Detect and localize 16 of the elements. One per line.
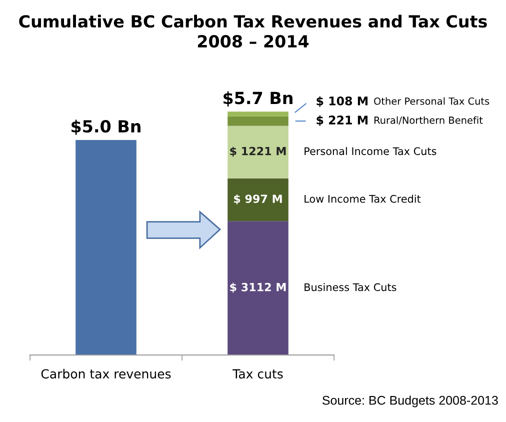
series-label: Personal Income Tax Cuts	[304, 147, 436, 156]
text: Rural/Northern Benefit	[374, 116, 483, 125]
data-label: $ 108 M	[316, 96, 368, 107]
chart-title: Cumulative BC Carbon Tax Revenues and Tax Cuts 2008 – 2014	[19, 14, 487, 48]
data-label: $ 221 M	[316, 115, 368, 126]
x-tick-label: Carbon tax revenues	[41, 368, 171, 379]
annotation: $5.0 Bn	[72, 120, 140, 135]
data-label: $ 3112 M	[230, 282, 286, 293]
data-label: $ 1221 M	[230, 146, 286, 157]
series-label: Business Tax Cuts	[304, 283, 396, 292]
source-note: Source: BC Budgets 2008-2013	[322, 396, 498, 408]
text: Other Personal Tax Cuts	[374, 97, 490, 105]
data-label: $ 997 M	[234, 194, 282, 204]
annotation: $5.7 Bn	[224, 91, 292, 106]
x-tick-label: Tax cuts	[232, 369, 283, 379]
series-label: Low Income Tax Credit	[304, 194, 421, 203]
